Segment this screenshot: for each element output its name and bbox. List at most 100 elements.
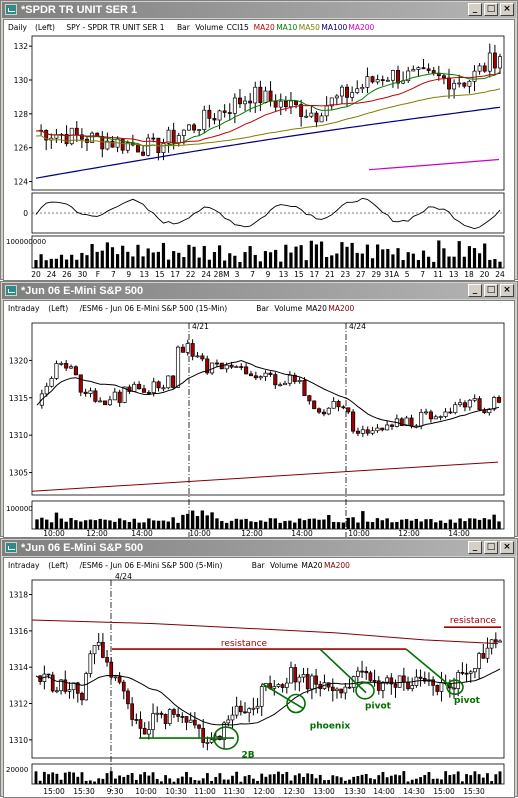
close-button[interactable]: ×	[500, 541, 514, 554]
volume-bar	[253, 254, 257, 268]
candle-body	[292, 374, 297, 382]
chart-area[interactable]: Intraday (Left) /ESM6 - Jun 06 E-Mini S&P …	[3, 557, 515, 798]
volume-bar	[314, 778, 318, 784]
volume-bar	[462, 256, 466, 268]
close-button[interactable]: ×	[500, 284, 514, 297]
chart-area[interactable]: Intraday (Left) /ESM6 - Jun 06 E-Mini S&P …	[3, 300, 515, 538]
volume-bar	[231, 775, 234, 784]
candle-body	[172, 709, 176, 715]
volume-bar	[223, 260, 227, 268]
volume-bar	[182, 257, 186, 268]
candle-body	[345, 86, 349, 98]
daily-chart-svg[interactable]: Daily (Left) SPY - SPDR TR UNIT SER 1 Bar Vo…	[4, 20, 515, 280]
pivot-circle	[355, 681, 375, 700]
candle-body	[421, 67, 426, 70]
maximize-button[interactable]: □	[484, 541, 498, 554]
close-button[interactable]: ×	[500, 3, 514, 16]
daily-chart-window: *SPDR TR UNIT SER 1 _ □ × Daily (Left) SPY -…	[0, 0, 518, 281]
minimize-button[interactable]: _	[468, 3, 482, 16]
candle-body	[282, 382, 288, 386]
candle-body	[458, 402, 463, 406]
x-tick-label: 17	[310, 270, 320, 279]
candle-body	[370, 430, 375, 434]
title-bar[interactable]: *Jun 06 E-Mini S&P 500 _ □ ×	[2, 283, 516, 299]
candle-body	[397, 675, 402, 688]
x-tick-label: 12:00	[253, 787, 275, 796]
phoenix-label: phoenix	[310, 721, 351, 731]
volume-bar	[229, 520, 234, 529]
candle-body	[195, 355, 200, 358]
x-tick-label: 13	[279, 270, 289, 279]
candle-body	[166, 129, 171, 144]
volume-bar	[64, 259, 69, 268]
price-pane-frame	[31, 35, 505, 191]
candle-body	[492, 397, 497, 410]
volume-bar	[283, 521, 287, 529]
minimize-button[interactable]: _	[468, 284, 482, 297]
candle-body	[364, 670, 369, 674]
candle-body	[416, 67, 421, 70]
volume-bar	[88, 519, 93, 529]
volume-bar	[432, 261, 436, 268]
candle-body	[175, 346, 181, 388]
candle-body	[197, 129, 202, 131]
x-tick-label: 10:00	[43, 529, 65, 537]
header-text: Volume	[195, 23, 223, 32]
volume-bar	[390, 522, 394, 529]
minimize-button[interactable]: _	[468, 541, 482, 554]
candle-body	[439, 682, 444, 692]
candle-body	[180, 716, 185, 718]
candle-body	[54, 363, 59, 379]
maximize-button[interactable]: □	[484, 284, 498, 297]
candle-body	[472, 70, 477, 82]
volume-bar	[355, 252, 359, 268]
candle-body	[59, 679, 63, 692]
candle-body	[192, 124, 197, 131]
intraday-15min-svg[interactable]: Intraday (Left) /ESM6 - Jun 06 E-Mini S&P …	[4, 301, 515, 537]
pivot-label: pivot	[454, 696, 481, 706]
volume-bar	[210, 780, 213, 784]
header-text: CCI15	[227, 23, 249, 32]
x-tick-label: 3	[235, 270, 240, 279]
maximize-button[interactable]: □	[484, 3, 498, 16]
candle-body	[404, 417, 409, 427]
volume-bar	[115, 254, 120, 268]
volume-bar	[492, 514, 496, 529]
candle-body	[350, 92, 355, 98]
volume-bar	[192, 246, 196, 268]
volume-bar	[423, 775, 427, 784]
volume-bar	[222, 779, 226, 784]
candle-body	[272, 686, 277, 689]
chart-area[interactable]: Daily (Left) SPY - SPDR TR UNIT SER 1 Bar Vo…	[3, 19, 515, 281]
candle-body	[331, 401, 336, 409]
candle-body	[93, 390, 98, 402]
volume-bar	[105, 773, 109, 784]
candle-body	[75, 682, 80, 694]
volume-bar	[343, 780, 347, 784]
candle-body	[368, 672, 373, 681]
volume-bar	[385, 777, 389, 784]
2b-label: 2B	[241, 751, 254, 761]
candle-body	[419, 411, 424, 427]
candle-body	[88, 653, 93, 674]
x-tick-label: 7	[111, 270, 116, 279]
volume-bar	[93, 520, 98, 529]
candle-body	[214, 362, 219, 365]
volume-bar	[214, 776, 218, 784]
volume-bar	[101, 778, 105, 784]
volume-tick-label: 20000	[6, 766, 28, 774]
title-bar[interactable]: *SPDR TR UNIT SER 1 _ □ ×	[2, 2, 516, 18]
title-bar[interactable]: *Jun 06 E-Mini S&P 500 _ □ ×	[2, 540, 516, 556]
candle-body	[49, 378, 54, 387]
intraday-5min-svg[interactable]: Intraday (Left) /ESM6 - Jun 06 E-Mini S&P …	[4, 558, 515, 797]
header-text: Bar	[177, 23, 191, 32]
volume-bar	[473, 771, 477, 784]
volume-bar	[156, 251, 160, 268]
volume-bar	[468, 518, 472, 529]
volume-bar	[302, 520, 307, 529]
candle-body	[63, 679, 68, 692]
volume-bar	[411, 253, 415, 268]
x-tick-label: 14:30	[403, 787, 425, 796]
candle-body	[234, 366, 239, 368]
volume-bar	[103, 519, 107, 529]
